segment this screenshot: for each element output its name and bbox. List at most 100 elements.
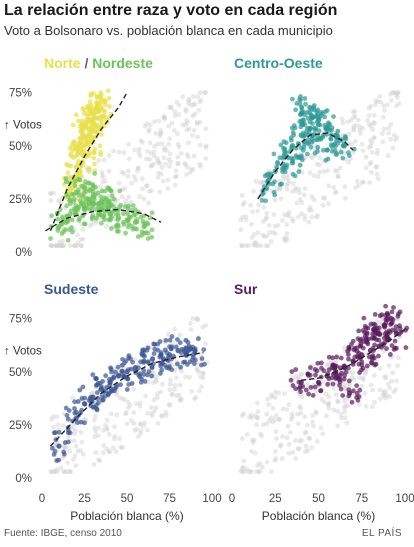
data-point: [145, 345, 151, 351]
background-point: [286, 450, 292, 456]
background-point: [342, 398, 348, 404]
data-point: [376, 331, 381, 337]
data-point: [87, 197, 93, 202]
background-point: [172, 386, 177, 392]
background-point: [367, 138, 373, 143]
background-point: [299, 437, 304, 443]
background-point: [306, 219, 312, 225]
background-point: [194, 316, 199, 322]
background-point: [382, 389, 388, 395]
background-point: [293, 188, 298, 194]
data-point: [87, 129, 92, 135]
background-point: [172, 113, 178, 119]
background-point: [360, 125, 366, 131]
background-point: [70, 426, 76, 431]
background-point: [54, 243, 60, 249]
background-point: [167, 104, 172, 110]
data-point: [149, 356, 156, 362]
background-point: [159, 413, 165, 419]
data-point: [293, 367, 299, 372]
background-point: [380, 139, 386, 145]
background-point: [354, 178, 360, 184]
data-point: [98, 206, 104, 211]
data-point: [120, 220, 126, 225]
data-point: [288, 135, 294, 141]
data-point: [169, 334, 175, 339]
panel-label-part: Norte: [44, 55, 81, 71]
data-point: [140, 347, 145, 353]
data-point: [89, 207, 95, 213]
background-point: [197, 119, 203, 125]
background-point: [347, 369, 353, 375]
background-point: [335, 174, 341, 180]
data-point: [120, 374, 126, 380]
data-point: [117, 188, 123, 194]
background-point: [169, 120, 175, 126]
background-point: [360, 375, 366, 381]
background-point: [153, 379, 159, 384]
data-point: [120, 356, 125, 362]
background-point: [55, 469, 60, 475]
background-point: [351, 127, 356, 133]
background-point: [78, 448, 83, 454]
data-point: [338, 386, 344, 392]
data-point: [346, 393, 352, 399]
background-point: [264, 210, 270, 216]
data-point: [279, 166, 285, 172]
data-point: [259, 197, 265, 203]
background-point: [102, 422, 108, 428]
background-point: [240, 465, 246, 470]
background-point: [48, 191, 54, 197]
background-point: [117, 436, 122, 441]
data-point: [143, 230, 149, 236]
background-point: [75, 448, 81, 454]
background-point: [52, 469, 58, 475]
background-point: [358, 131, 363, 136]
background-point: [258, 243, 264, 249]
chart-subtitle: Voto a Bolsonaro vs. población blanca en…: [4, 23, 333, 38]
background-point: [142, 123, 148, 129]
background-point: [126, 194, 132, 200]
background-point: [380, 392, 386, 398]
data-point: [277, 182, 283, 187]
background-point: [155, 158, 161, 164]
background-point: [315, 213, 320, 218]
trend-line: [257, 132, 354, 200]
background-point: [278, 442, 284, 448]
background-point: [314, 439, 320, 444]
background-point: [341, 345, 347, 351]
background-point: [67, 469, 73, 475]
background-point: [167, 381, 173, 387]
data-point: [99, 132, 104, 137]
background-point: [323, 391, 329, 397]
background-point: [373, 98, 379, 104]
data-point: [95, 190, 101, 196]
background-point: [197, 161, 203, 167]
background-point: [371, 135, 377, 141]
background-point: [92, 434, 98, 439]
data-point: [297, 96, 303, 102]
background-point: [314, 161, 320, 167]
background-point: [104, 224, 109, 229]
background-point: [65, 460, 70, 466]
background-point: [121, 171, 127, 176]
data-point: [77, 387, 83, 393]
background-point: [177, 382, 183, 388]
data-point: [338, 355, 344, 361]
background-point: [260, 179, 265, 185]
background-point: [238, 217, 244, 223]
data-point: [275, 159, 280, 165]
data-point: [76, 176, 81, 182]
background-point: [265, 243, 271, 249]
background-point: [198, 97, 204, 103]
background-point: [286, 213, 292, 219]
data-point: [403, 345, 409, 350]
data-point: [320, 147, 326, 153]
background-point: [337, 165, 343, 171]
background-point: [342, 184, 348, 190]
data-point: [113, 212, 119, 218]
background-point: [135, 165, 141, 171]
data-point: [106, 104, 112, 109]
background-point: [157, 131, 163, 137]
background-point: [280, 434, 285, 439]
